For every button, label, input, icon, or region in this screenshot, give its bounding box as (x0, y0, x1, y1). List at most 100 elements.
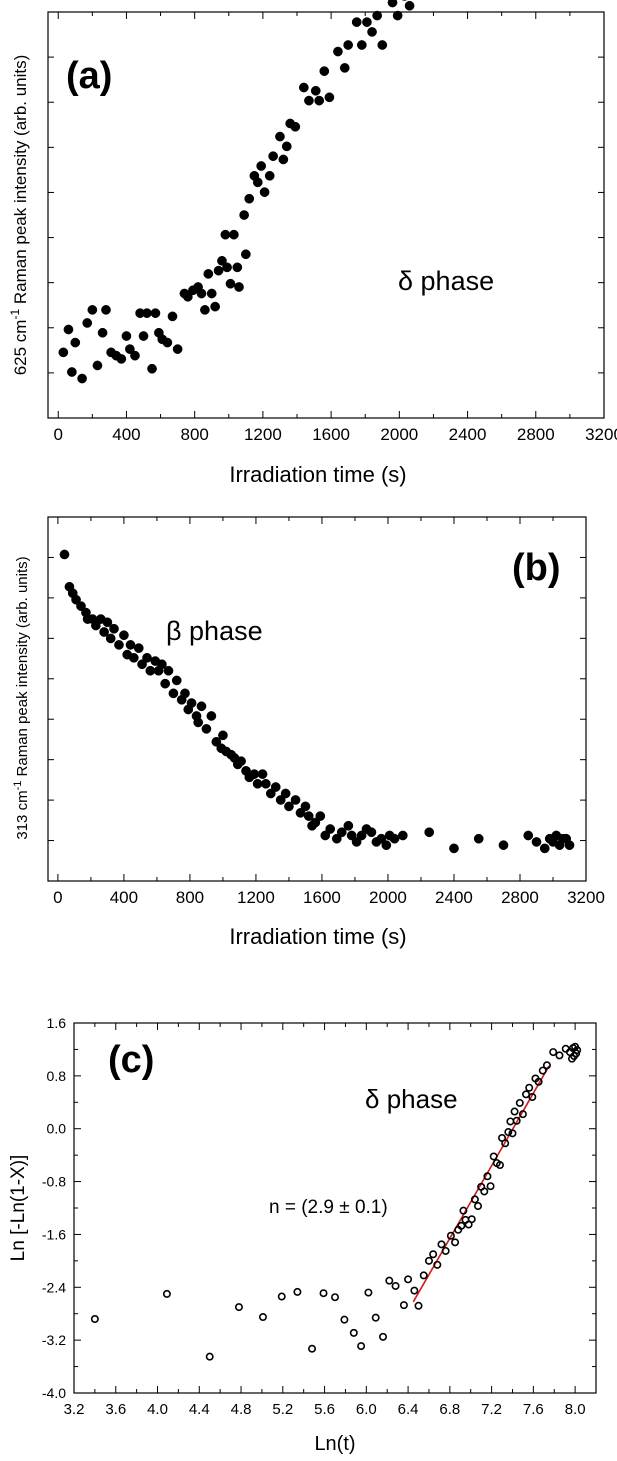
x-tick-label: 1200 (244, 425, 282, 444)
y-axis-label: 625 cm-1 Raman peak intensity (arb. unit… (8, 55, 30, 376)
data-point (244, 193, 255, 204)
x-tick-label: 3.2 (64, 1401, 85, 1418)
data-point (77, 373, 87, 384)
x-tick-label: 800 (176, 888, 204, 907)
data-point (236, 756, 246, 767)
data-point (320, 830, 331, 841)
data-point (385, 1276, 394, 1285)
y-axis-label: 313 cm-1 Raman peak intensity (arb. unit… (12, 556, 31, 839)
data-point (300, 801, 311, 812)
data-point (203, 269, 214, 279)
data-point (218, 730, 228, 741)
data-point (183, 291, 193, 302)
x-tick-label: 7.2 (481, 1401, 502, 1418)
data-point (205, 1352, 214, 1361)
data-point (508, 1129, 517, 1138)
x-tick-label: 3200 (567, 888, 605, 907)
x-tick-label: 2000 (369, 888, 407, 907)
data-points (90, 1042, 582, 1361)
data-point (229, 229, 239, 240)
data-point (391, 1281, 400, 1290)
data-point (70, 337, 81, 348)
data-point (234, 1303, 243, 1312)
data-point (528, 1093, 537, 1102)
data-point (324, 92, 335, 103)
data-point (424, 1256, 433, 1265)
data-point (257, 769, 268, 779)
data-point (290, 121, 301, 132)
data-point (433, 1260, 442, 1269)
x-tick-label: 800 (180, 425, 208, 444)
data-point (232, 262, 243, 273)
data-point (437, 1240, 446, 1249)
data-point (239, 210, 249, 220)
x-tick-label: 1600 (303, 888, 341, 907)
data-point (92, 360, 103, 371)
data-point (193, 717, 204, 728)
data-point (518, 1110, 527, 1119)
panel-label: (a) (66, 55, 112, 97)
data-points (58, 0, 415, 384)
data-point (210, 301, 220, 312)
phase-annotation: β phase (166, 616, 263, 646)
data-point (270, 782, 281, 792)
data-point (410, 1286, 419, 1295)
x-tick-label: 4.0 (147, 1401, 168, 1418)
data-point (349, 1328, 358, 1337)
data-point (138, 331, 149, 341)
x-tick-label: 7.6 (523, 1401, 544, 1418)
data-point (125, 640, 136, 650)
chart-panel-a: 0 400 800 1200 1600 2000 2400 2800 3200 (a) δ ph… (8, 0, 617, 487)
x-tick-label: 1200 (237, 888, 275, 907)
data-point (564, 840, 575, 851)
plot-frame (47, 516, 587, 882)
data-point (339, 63, 350, 73)
y-axis-ticks: -4.0 -3.2 -2.4 -1.6 -0.8 0.0 0.8 1.6 (42, 1015, 596, 1401)
data-point (220, 229, 231, 240)
data-point (315, 811, 326, 821)
x-tick-label: 5.6 (314, 1401, 335, 1418)
data-point (114, 640, 124, 650)
x-axis-ticks: 0 400 800 1200 1600 2000 2400 2800 3200 (48, 517, 605, 907)
data-point (534, 1077, 543, 1086)
data-point (265, 788, 276, 799)
data-point (196, 701, 207, 712)
data-point (142, 308, 152, 318)
data-point (91, 620, 101, 631)
x-tick-label: 2800 (517, 425, 555, 444)
data-point (63, 324, 74, 335)
data-point (343, 820, 354, 831)
data-point (268, 151, 278, 162)
data-point (172, 344, 183, 354)
data-point (372, 10, 383, 21)
data-point (275, 131, 285, 142)
data-point (539, 843, 550, 854)
data-point (467, 1215, 476, 1224)
data-point (162, 337, 173, 348)
x-tick-label: 2800 (501, 888, 539, 907)
data-point (298, 82, 309, 93)
data-point (293, 1287, 302, 1296)
x-tick-label: 400 (110, 888, 138, 907)
data-point (501, 1139, 510, 1148)
x-tick-label: 1600 (312, 425, 350, 444)
data-point (256, 161, 267, 171)
data-point (330, 1293, 339, 1302)
data-point (281, 141, 292, 152)
data-point (252, 778, 263, 789)
data-points (59, 549, 575, 854)
data-point (58, 347, 69, 358)
data-point (162, 1289, 171, 1298)
data-point (555, 1051, 564, 1060)
data-point (109, 623, 119, 634)
x-axis-ticks: 0 400 800 1200 1600 2000 2400 2800 3200 (48, 12, 617, 444)
data-point (258, 1313, 267, 1322)
panel-label: (c) (108, 1039, 154, 1081)
data-point (340, 1315, 349, 1324)
data-point (459, 1206, 468, 1215)
data-point (441, 1246, 450, 1255)
panel-label: (b) (512, 547, 561, 589)
data-point (211, 736, 222, 747)
data-point (90, 1315, 99, 1324)
